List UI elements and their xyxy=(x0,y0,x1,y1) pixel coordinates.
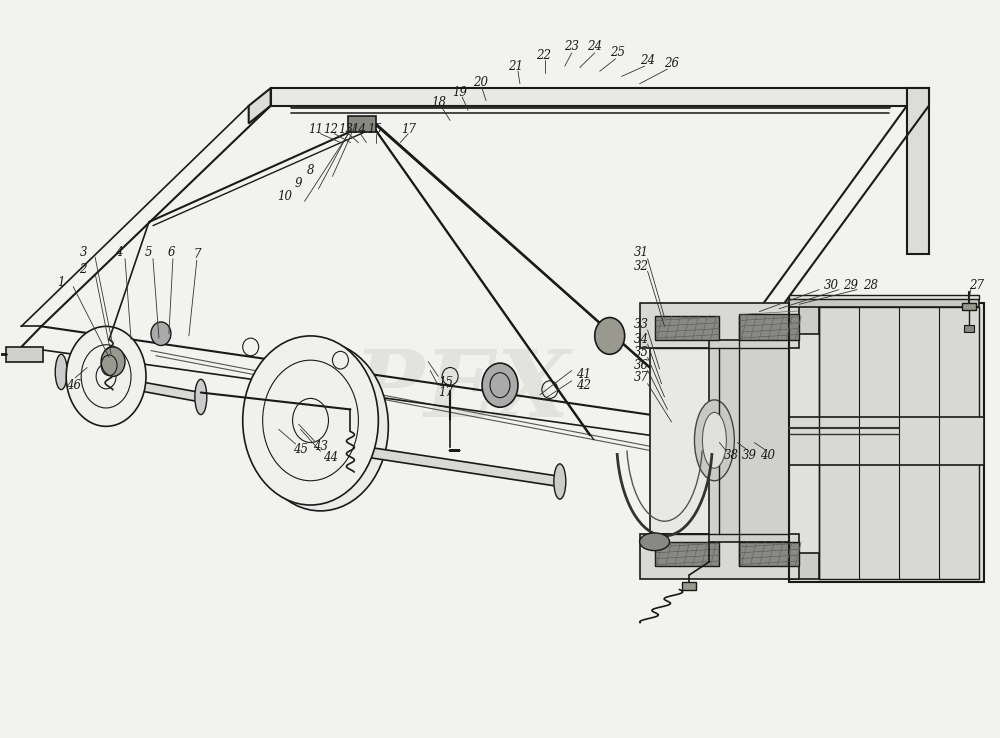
Polygon shape xyxy=(789,299,979,306)
Text: 12: 12 xyxy=(323,123,338,136)
Bar xyxy=(348,116,376,132)
Text: 33: 33 xyxy=(634,318,649,331)
Polygon shape xyxy=(249,88,271,123)
Polygon shape xyxy=(655,542,719,566)
Polygon shape xyxy=(964,325,974,332)
Polygon shape xyxy=(271,88,929,106)
Text: 36: 36 xyxy=(634,359,649,372)
Polygon shape xyxy=(640,534,799,579)
Ellipse shape xyxy=(595,317,625,354)
Text: 24: 24 xyxy=(587,41,602,53)
Text: 17: 17 xyxy=(401,123,416,136)
Polygon shape xyxy=(789,303,984,582)
Text: 9: 9 xyxy=(295,177,302,190)
Text: 10: 10 xyxy=(277,190,292,203)
Ellipse shape xyxy=(662,373,797,542)
Ellipse shape xyxy=(253,342,388,511)
Text: 22: 22 xyxy=(536,49,551,62)
Ellipse shape xyxy=(195,379,207,415)
Ellipse shape xyxy=(554,464,566,499)
Text: 39: 39 xyxy=(742,449,757,462)
Text: 15: 15 xyxy=(367,123,382,136)
Text: 29: 29 xyxy=(844,279,859,292)
Ellipse shape xyxy=(55,354,67,390)
Polygon shape xyxy=(640,303,799,348)
Text: 27: 27 xyxy=(969,279,984,292)
Text: 7: 7 xyxy=(193,248,201,261)
Text: 20: 20 xyxy=(473,76,488,89)
Text: 15: 15 xyxy=(439,376,454,389)
Ellipse shape xyxy=(255,418,267,454)
Text: 4: 4 xyxy=(115,246,123,259)
Text: 41: 41 xyxy=(576,368,591,382)
Polygon shape xyxy=(789,417,984,465)
Text: 34: 34 xyxy=(634,333,649,346)
Text: 24: 24 xyxy=(640,54,655,66)
Text: 21: 21 xyxy=(508,60,523,72)
Polygon shape xyxy=(789,553,819,579)
Ellipse shape xyxy=(151,322,171,345)
Text: 25: 25 xyxy=(610,46,625,59)
Polygon shape xyxy=(739,314,799,339)
Ellipse shape xyxy=(652,367,787,536)
Text: 43: 43 xyxy=(313,440,328,452)
Text: 31: 31 xyxy=(634,246,649,259)
Text: 28: 28 xyxy=(863,279,878,292)
Ellipse shape xyxy=(799,365,963,568)
Text: 1: 1 xyxy=(57,276,65,289)
Polygon shape xyxy=(6,347,43,362)
Ellipse shape xyxy=(702,413,726,468)
Text: 23: 23 xyxy=(564,41,579,53)
Ellipse shape xyxy=(787,356,951,559)
Polygon shape xyxy=(61,368,201,402)
Text: 45: 45 xyxy=(293,444,308,456)
Polygon shape xyxy=(789,303,819,334)
Polygon shape xyxy=(819,306,979,579)
Text: 6: 6 xyxy=(167,246,175,259)
Polygon shape xyxy=(650,348,789,534)
Polygon shape xyxy=(655,316,719,339)
Text: 40: 40 xyxy=(760,449,775,462)
Polygon shape xyxy=(709,339,789,542)
Polygon shape xyxy=(907,88,929,255)
Text: 17: 17 xyxy=(439,386,454,399)
Polygon shape xyxy=(739,542,799,566)
Polygon shape xyxy=(789,295,979,299)
Text: ОРЕХ: ОРЕХ xyxy=(271,346,570,436)
Text: 8: 8 xyxy=(307,164,314,177)
Text: 30: 30 xyxy=(824,279,839,292)
Text: 38: 38 xyxy=(724,449,739,462)
Text: 5: 5 xyxy=(145,246,153,259)
Ellipse shape xyxy=(482,363,518,407)
Text: 13: 13 xyxy=(338,123,353,136)
Text: 32: 32 xyxy=(634,260,649,272)
Text: 37: 37 xyxy=(634,371,649,384)
Text: 42: 42 xyxy=(576,379,591,392)
Text: 14: 14 xyxy=(351,123,366,136)
Polygon shape xyxy=(962,303,976,310)
Ellipse shape xyxy=(243,336,378,505)
Polygon shape xyxy=(682,582,696,590)
Text: 46: 46 xyxy=(66,379,81,392)
Text: 35: 35 xyxy=(634,346,649,359)
Text: 26: 26 xyxy=(664,57,679,69)
Text: 2: 2 xyxy=(79,263,87,275)
Text: 18: 18 xyxy=(431,97,446,109)
Ellipse shape xyxy=(694,400,734,480)
Text: 19: 19 xyxy=(453,86,468,99)
Ellipse shape xyxy=(66,326,146,427)
Ellipse shape xyxy=(101,347,125,376)
Polygon shape xyxy=(261,431,560,486)
Text: 3: 3 xyxy=(79,246,87,259)
Ellipse shape xyxy=(640,533,670,551)
Text: 11: 11 xyxy=(308,123,323,136)
Text: 44: 44 xyxy=(323,451,338,463)
